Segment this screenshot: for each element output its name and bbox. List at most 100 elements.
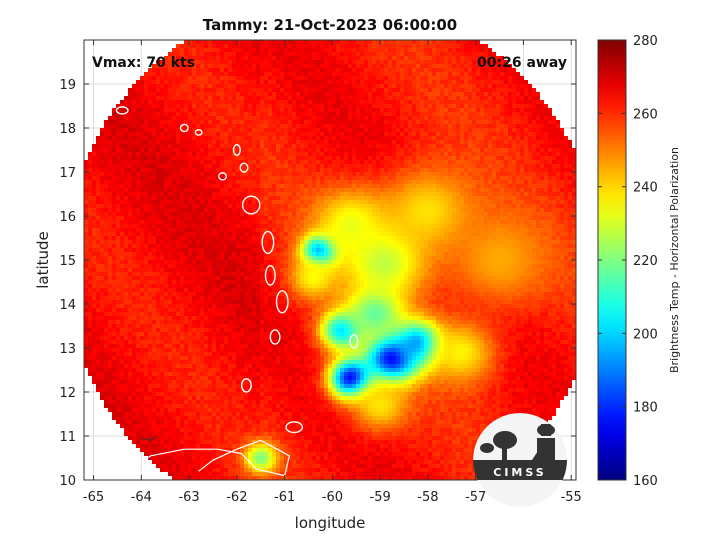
swath-pixel (188, 216, 192, 220)
swath-pixel (512, 176, 516, 180)
swath-pixel (468, 88, 472, 92)
swath-pixel (532, 176, 536, 180)
swath-pixel (508, 144, 512, 148)
swath-pixel (404, 112, 408, 116)
swath-pixel (112, 144, 116, 148)
swath-pixel (108, 204, 112, 208)
swath-pixel (96, 204, 100, 208)
swath-pixel (340, 84, 344, 88)
swath-pixel (216, 144, 220, 148)
swath-pixel (236, 116, 240, 120)
swath-pixel (256, 60, 260, 64)
swath-pixel (204, 220, 208, 224)
swath-pixel (572, 192, 576, 196)
swath-pixel (388, 108, 392, 112)
swath-pixel (256, 128, 260, 132)
swath-pixel (312, 184, 316, 188)
swath-pixel (432, 100, 436, 104)
swath-pixel (356, 216, 360, 220)
swath-pixel (532, 192, 536, 196)
swath-pixel (172, 116, 176, 120)
swath-pixel (444, 172, 448, 176)
swath-pixel (336, 44, 340, 48)
swath-pixel (316, 92, 320, 96)
swath-pixel (440, 124, 444, 128)
swath-pixel (424, 216, 428, 220)
swath-pixel (148, 192, 152, 196)
swath-pixel (388, 40, 392, 44)
swath-pixel (252, 64, 256, 68)
swath-pixel (300, 188, 304, 192)
swath-pixel (188, 48, 192, 52)
swath-pixel (296, 48, 300, 52)
swath-pixel (92, 204, 96, 208)
swath-pixel (396, 52, 400, 56)
swath-pixel (288, 60, 292, 64)
swath-pixel (436, 88, 440, 92)
swath-pixel (472, 176, 476, 180)
swath-pixel (416, 192, 420, 196)
swath-pixel (124, 112, 128, 116)
swath-pixel (524, 216, 528, 220)
swath-pixel (348, 116, 352, 120)
swath-pixel (248, 68, 252, 72)
swath-pixel (232, 204, 236, 208)
swath-pixel (400, 152, 404, 156)
swath-pixel (180, 216, 184, 220)
swath-pixel (364, 148, 368, 152)
swath-pixel (444, 188, 448, 192)
swath-pixel (284, 200, 288, 204)
swath-pixel (292, 204, 296, 208)
swath-pixel (372, 164, 376, 168)
swath-pixel (420, 148, 424, 152)
swath-pixel (444, 88, 448, 92)
swath-pixel (452, 76, 456, 80)
swath-pixel (292, 60, 296, 64)
swath-pixel (336, 72, 340, 76)
swath-pixel (456, 80, 460, 84)
swath-pixel (520, 180, 524, 184)
swath-pixel (148, 136, 152, 140)
swath-pixel (272, 152, 276, 156)
swath-pixel (280, 84, 284, 88)
swath-pixel (464, 200, 468, 204)
swath-pixel (504, 140, 508, 144)
swath-pixel (436, 152, 440, 156)
swath-pixel (304, 88, 308, 92)
swath-pixel (284, 180, 288, 184)
swath-pixel (440, 76, 444, 80)
swath-pixel (140, 216, 144, 220)
swath-pixel (156, 92, 160, 96)
swath-pixel (148, 180, 152, 184)
swath-pixel (216, 216, 220, 220)
swath-pixel (500, 56, 504, 60)
swath-pixel (404, 60, 408, 64)
swath-pixel (100, 200, 104, 204)
swath-pixel (488, 180, 492, 184)
swath-pixel (504, 212, 508, 216)
swath-pixel (208, 144, 212, 148)
swath-pixel (344, 148, 348, 152)
swath-pixel (276, 144, 280, 148)
swath-pixel (308, 144, 312, 148)
swath-pixel (400, 128, 404, 132)
swath-pixel (188, 140, 192, 144)
swath-pixel (524, 208, 528, 212)
swath-pixel (388, 152, 392, 156)
swath-pixel (240, 68, 244, 72)
swath-pixel (332, 120, 336, 124)
swath-pixel (488, 100, 492, 104)
swath-pixel (464, 44, 468, 48)
swath-pixel (492, 160, 496, 164)
swath-pixel (172, 92, 176, 96)
swath-pixel (252, 112, 256, 116)
swath-pixel (264, 92, 268, 96)
swath-pixel (352, 140, 356, 144)
swath-pixel (292, 180, 296, 184)
swath-pixel (96, 176, 100, 180)
swath-pixel (284, 76, 288, 80)
swath-pixel (332, 132, 336, 136)
swath-pixel (528, 108, 532, 112)
swath-pixel (172, 52, 176, 56)
swath-pixel (400, 136, 404, 140)
